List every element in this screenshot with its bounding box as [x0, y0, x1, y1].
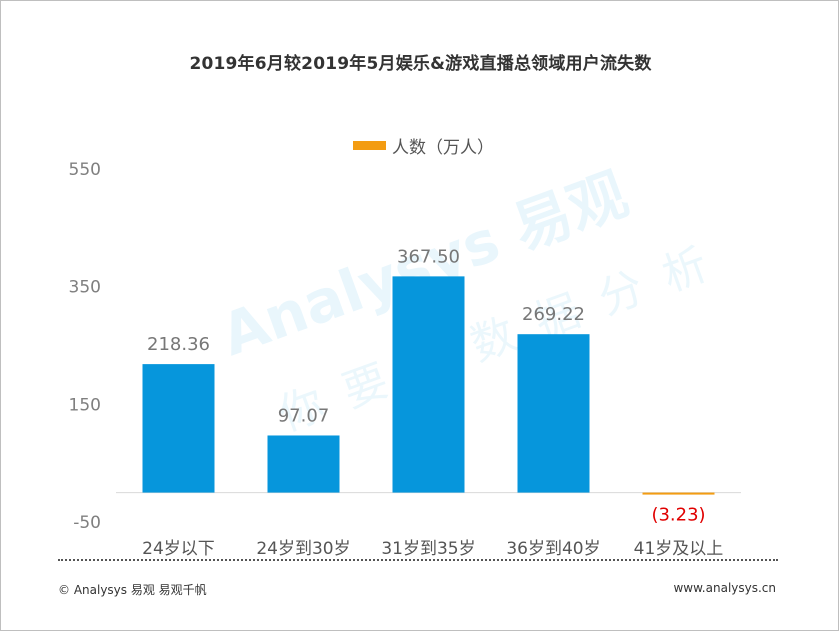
x-tick-label: 24岁以下	[142, 539, 215, 559]
legend: 人数（万人）	[353, 133, 494, 158]
legend-label: 人数（万人）	[392, 138, 494, 158]
legend-swatch	[353, 141, 386, 150]
y-tick-label: 350	[69, 278, 101, 298]
bar	[267, 435, 340, 493]
y-axis: -50 150 350 550	[69, 160, 741, 533]
data-label: 218.36	[147, 334, 210, 355]
data-label: (3.23)	[651, 505, 705, 526]
y-tick-label: 550	[69, 160, 101, 180]
bar	[517, 334, 590, 493]
chart-title: 2019年6月较2019年5月娱乐&游戏直播总领域用户流失数	[189, 54, 652, 74]
x-tick-label: 31岁到35岁	[381, 539, 475, 559]
footer-copyright: © Analysys 易观 易观千帆	[58, 583, 207, 597]
data-label: 97.07	[278, 405, 330, 426]
x-tick-label: 36岁到40岁	[506, 539, 600, 559]
x-tick-label: 24岁到30岁	[256, 539, 350, 559]
y-tick-label: -50	[73, 513, 101, 533]
bar	[392, 276, 465, 493]
y-tick-label: 150	[69, 395, 101, 415]
x-tick-label: 41岁及以上	[634, 539, 724, 559]
x-axis: 24岁以下 24岁到30岁 31岁到35岁 36岁到40岁 41岁及以上	[142, 539, 723, 559]
footer-site: www.analysys.cn	[673, 581, 776, 595]
data-label: 367.50	[397, 246, 460, 267]
bar-series	[142, 276, 715, 495]
data-labels: 218.36 97.07 367.50 269.22 (3.23)	[147, 246, 706, 525]
data-label: 269.22	[522, 304, 585, 325]
footer-divider	[58, 559, 778, 561]
bar	[642, 492, 715, 495]
bar	[142, 364, 215, 493]
